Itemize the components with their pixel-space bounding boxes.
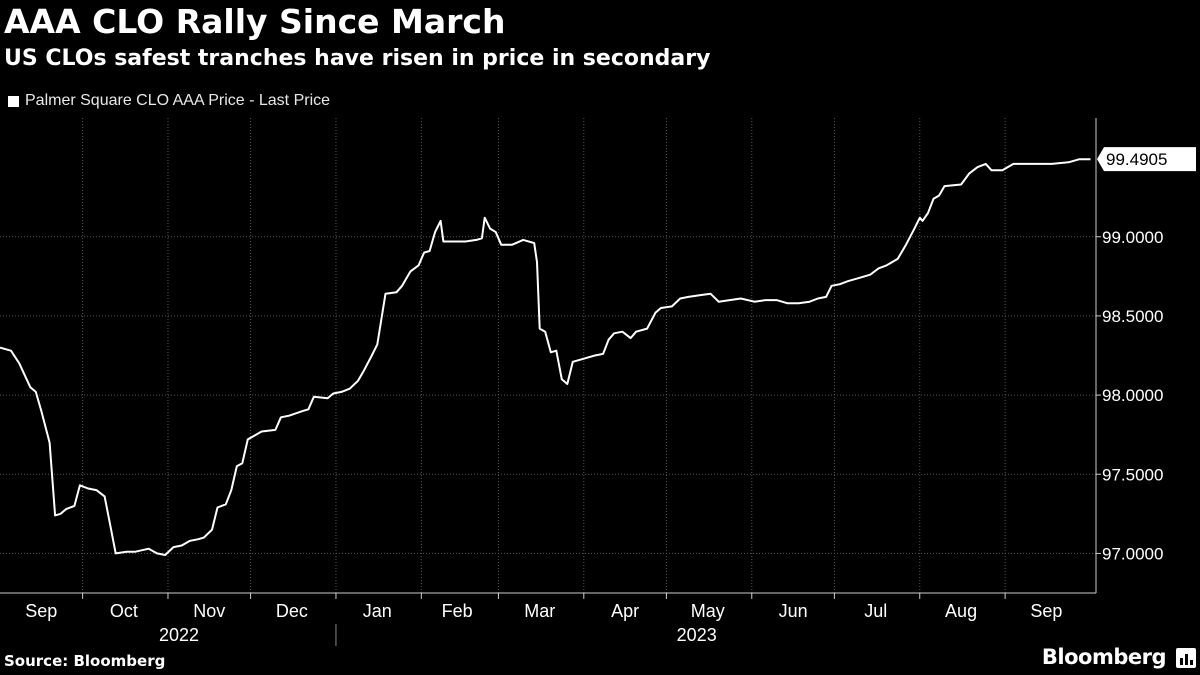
x-tick-label: Jul — [864, 601, 887, 621]
source-note: Source: Bloomberg — [4, 652, 166, 670]
y-tick-label: 99.0000 — [1102, 228, 1163, 247]
bar-chart-icon — [1176, 648, 1196, 668]
y-tick-label: 98.5000 — [1102, 307, 1163, 326]
x-tick-label: May — [691, 601, 725, 621]
x-tick-label: Nov — [193, 601, 225, 621]
x-tick-label: Feb — [442, 601, 473, 621]
legend-swatch — [8, 95, 19, 107]
y-tick-label: 98.0000 — [1102, 386, 1163, 405]
x-tick-label: Jan — [363, 601, 392, 621]
chart-title: AAA CLO Rally Since March — [4, 2, 506, 41]
x-tick-label: Apr — [611, 601, 639, 621]
legend: Palmer Square CLO AAA Price - Last Price — [8, 91, 330, 111]
x-tick-label: Mar — [524, 601, 555, 621]
x-year-label: 2023 — [677, 625, 717, 645]
x-tick-label: Sep — [25, 601, 57, 621]
x-tick-label: Dec — [276, 601, 308, 621]
series-line — [0, 158, 1091, 556]
x-tick-label: Sep — [1030, 601, 1062, 621]
last-value-label: 99.4905 — [1106, 150, 1167, 169]
y-tick-label: 97.0000 — [1102, 544, 1163, 563]
chart-subtitle: US CLOs safest tranches have risen in pr… — [4, 46, 711, 71]
brand-logo: Bloomberg — [1041, 645, 1167, 669]
x-tick-label: Jun — [779, 601, 808, 621]
x-tick-label: Aug — [945, 601, 977, 621]
x-tick-label: Oct — [110, 601, 138, 621]
legend-label: Palmer Square CLO AAA Price - Last Price — [25, 92, 331, 109]
x-year-label: 2022 — [159, 625, 199, 645]
last-value-tag — [1097, 147, 1196, 172]
y-tick-label: 97.5000 — [1102, 465, 1163, 484]
